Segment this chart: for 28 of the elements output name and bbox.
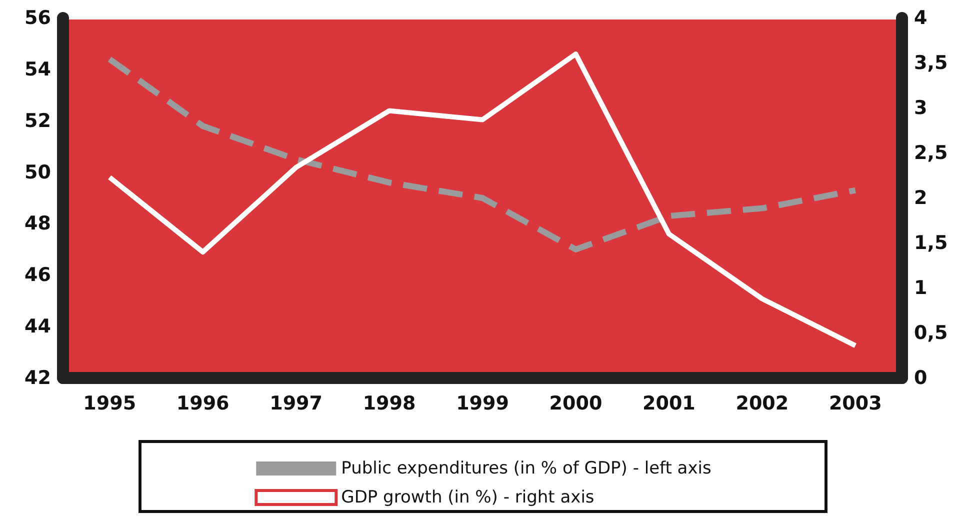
y-tick-label: 54 xyxy=(24,58,51,80)
y-tick-label: 50 xyxy=(24,161,51,184)
y2-tick-label: 3 xyxy=(914,97,928,119)
x-tick-label: 2003 xyxy=(828,392,882,414)
x-tick-label: 1995 xyxy=(83,392,136,414)
y-tick-label: 42 xyxy=(24,367,51,389)
y-tick-label: 44 xyxy=(24,316,51,338)
y-tick-label: 46 xyxy=(24,264,51,286)
legend-label: Public expenditures (in % of GDP) - left axis xyxy=(341,458,712,478)
y2-tick-label: 4 xyxy=(914,7,928,29)
y2-tick-label: 0,5 xyxy=(914,322,948,344)
x-tick-label: 1997 xyxy=(270,392,322,414)
y2-tick-label: 2,5 xyxy=(914,142,948,164)
x-tick-label: 2002 xyxy=(736,392,789,414)
x-tick-label: 1998 xyxy=(362,392,416,414)
y2-tick-label: 1,5 xyxy=(914,232,948,254)
x-tick-label: 1996 xyxy=(176,392,230,414)
x-tick-label: 2000 xyxy=(549,392,602,414)
legend-label: GDP growth (in %) - right axis xyxy=(341,488,594,508)
y2-tick-label: 3,5 xyxy=(914,52,948,74)
y-tick-label: 56 xyxy=(24,7,51,29)
x-tick-label: 1999 xyxy=(456,392,509,414)
x-tick-label: 2001 xyxy=(642,392,696,414)
y2-tick-label: 0 xyxy=(914,367,928,389)
y2-tick-label: 1 xyxy=(914,277,928,299)
y2-tick-label: 2 xyxy=(914,187,928,209)
y-tick-label: 48 xyxy=(24,212,51,235)
y-tick-label: 52 xyxy=(24,110,51,132)
